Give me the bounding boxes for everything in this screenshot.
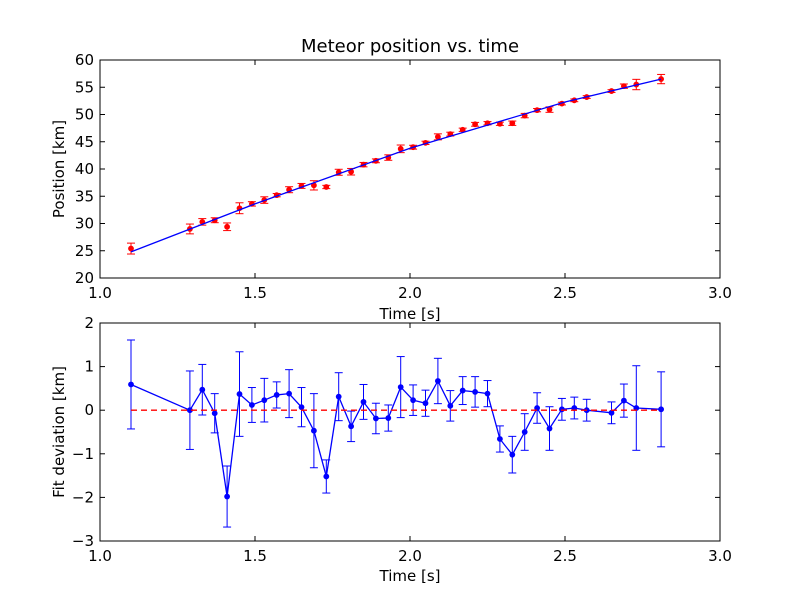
deviation-y-tick-label: −3 <box>72 532 94 550</box>
deviation-data-point <box>559 406 565 413</box>
deviation-y-tick-label: −2 <box>72 488 94 506</box>
deviation-plot-area <box>127 339 666 528</box>
deviation-data-point <box>621 397 627 404</box>
deviation-data-point <box>199 386 206 393</box>
position-x-tick-label: 2.0 <box>398 284 422 302</box>
deviation-data-point <box>509 451 516 458</box>
deviation-data-point <box>236 391 243 397</box>
deviation-data-point <box>323 473 330 480</box>
deviation-data-point <box>286 390 293 397</box>
position-y-axis-label: Position [km] <box>50 120 68 218</box>
deviation-chart: 1.0 1.5 2.0 2.5 3.0 −3 −2 −1 0 1 2 Time [s] Fit d… <box>50 314 732 585</box>
position-x-tick-label: 1.5 <box>243 284 267 302</box>
position-data-point <box>546 106 553 113</box>
deviation-y-tick-label: 2 <box>84 314 94 332</box>
position-data-point <box>509 120 516 127</box>
deviation-data-point <box>534 405 540 411</box>
deviation-x-tick-label: 1.5 <box>243 547 267 565</box>
deviation-data-point <box>360 399 367 405</box>
deviation-data-point <box>311 427 317 434</box>
position-y-tick-label: 20 <box>75 269 94 287</box>
deviation-data-point <box>546 425 553 432</box>
deviation-data-point <box>447 402 454 409</box>
deviation-y-tick-label: −1 <box>72 445 94 463</box>
deviation-data-point <box>472 388 479 395</box>
position-y-tick-label: 25 <box>75 242 94 260</box>
position-x-tick-label: 3.0 <box>708 284 732 302</box>
position-data-point <box>472 121 479 128</box>
position-data-point <box>435 133 441 140</box>
position-data-point <box>224 223 231 230</box>
deviation-y-tick-label: 1 <box>84 358 94 376</box>
deviation-data-point <box>521 429 528 435</box>
deviation-data-point <box>224 493 231 500</box>
deviation-data-point <box>459 387 466 394</box>
deviation-y-tick-label: 0 <box>84 401 94 419</box>
deviation-data-point <box>410 397 417 404</box>
deviation-y-axis-label: Fit deviation [km] <box>50 366 68 498</box>
position-y-tick-label: 30 <box>75 215 94 233</box>
deviation-data-point <box>484 390 491 397</box>
deviation-data-point <box>261 397 268 404</box>
position-y-tick-label: 40 <box>75 160 94 178</box>
deviation-data-point <box>128 381 134 388</box>
deviation-data-point <box>422 400 429 407</box>
deviation-x-tick-label: 1.0 <box>88 547 112 565</box>
deviation-data-point <box>211 410 218 417</box>
position-series-line <box>130 78 662 253</box>
deviation-data-point <box>385 415 392 421</box>
deviation-data-point <box>397 384 404 390</box>
position-x-ticks: 1.0 1.5 2.0 2.5 3.0 <box>88 60 732 302</box>
position-chart-title: Meteor position vs. time <box>301 36 519 57</box>
deviation-x-ticks: 1.0 1.5 2.0 2.5 3.0 <box>88 323 732 565</box>
deviation-data-point <box>249 402 255 408</box>
deviation-x-tick-label: 2.5 <box>553 547 577 565</box>
deviation-data-point <box>373 415 379 422</box>
position-y-tick-label: 55 <box>75 78 94 96</box>
deviation-x-tick-label: 2.0 <box>398 547 422 565</box>
deviation-x-tick-label: 3.0 <box>708 547 732 565</box>
position-x-tick-label: 2.5 <box>553 284 577 302</box>
deviation-data-point <box>658 406 664 413</box>
position-data-point <box>323 184 330 190</box>
deviation-data-point <box>497 436 503 442</box>
position-y-ticks: 20 25 30 35 40 45 50 55 60 <box>75 51 720 287</box>
deviation-data-point <box>335 393 342 400</box>
deviation-data-point <box>298 404 305 411</box>
position-chart: Meteor position vs. time 1.0 1.5 2.0 2.5 3.0… <box>50 36 732 323</box>
position-y-tick-label: 35 <box>75 187 94 205</box>
deviation-y-ticks: −3 −2 −1 0 1 2 <box>72 314 720 550</box>
position-x-axis-label: Time [s] <box>379 305 441 323</box>
deviation-data-point <box>608 409 615 416</box>
position-y-tick-label: 45 <box>75 133 94 151</box>
position-x-tick-label: 1.0 <box>88 284 112 302</box>
position-y-tick-label: 60 <box>75 51 94 69</box>
position-data-point <box>128 245 134 252</box>
position-plot-area <box>127 73 666 255</box>
position-y-tick-label: 50 <box>75 106 94 124</box>
deviation-data-point <box>348 423 355 430</box>
deviation-data-point <box>435 378 441 384</box>
deviation-x-axis-label: Time [s] <box>379 567 441 585</box>
deviation-data-point <box>273 392 280 398</box>
